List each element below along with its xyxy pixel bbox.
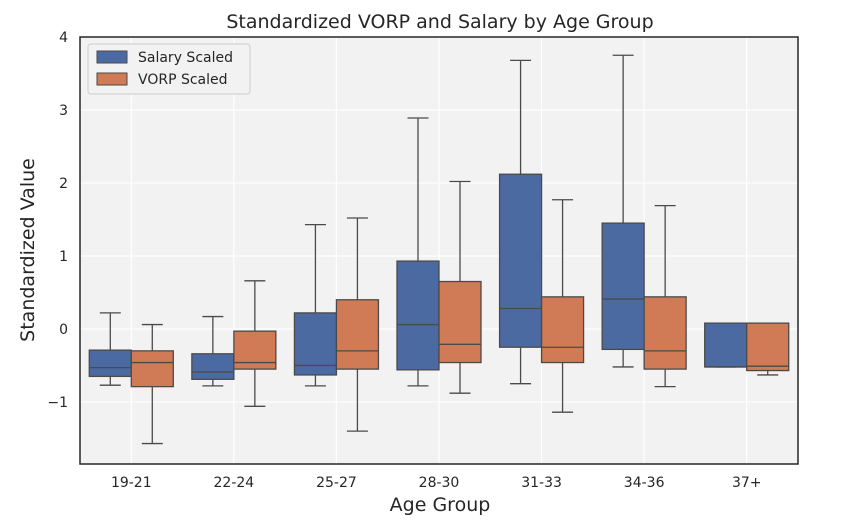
box-salary [601,222,645,351]
box-vorp [335,299,380,370]
legend-swatch [96,50,128,64]
box-vorp [233,330,277,370]
box-salary [191,353,235,380]
x-axis-label: Age Group [390,494,491,516]
y-tick-label: −1 [47,395,68,411]
y-tick-label: 1 [59,249,68,265]
plot-area: −1 0 1 2 3 4 19-21 22-24 25-27 28-30 31-33 34-36 37+ [47,30,799,491]
y-tick-label: 4 [59,30,68,46]
x-tick-label: 19-21 [111,475,152,491]
box-vorp [438,280,482,364]
box-salary [396,260,440,371]
y-axis-label: Standardized Value [17,158,39,342]
box-vorp [643,296,687,370]
x-tick-label: 28-30 [419,475,460,491]
legend-box [87,43,251,95]
y-tick-label: 2 [59,176,68,192]
x-tick-label: 34-36 [624,475,665,491]
x-tick-label: 31-33 [521,475,562,491]
x-tick-label: 22-24 [214,475,255,491]
plot-frame [79,36,799,465]
legend-label: Salary Scaled [138,50,233,66]
y-tick-label: 3 [59,103,68,119]
x-tick-label: 37+ [732,475,762,491]
box-salary [498,173,543,348]
y-tick-label: 0 [59,322,68,338]
box-vorp [540,296,585,364]
chart-title: Standardized VORP and Salary by Age Grou… [226,11,653,33]
legend: Salary Scaled VORP Scaled [87,43,251,95]
legend-label: VORP Scaled [138,72,228,88]
box-vorp [130,350,174,388]
box-salary [88,349,132,378]
box-vorp [746,322,790,372]
legend-swatch [96,72,128,86]
box-salary [704,322,748,368]
x-tick-label: 25-27 [316,475,357,491]
